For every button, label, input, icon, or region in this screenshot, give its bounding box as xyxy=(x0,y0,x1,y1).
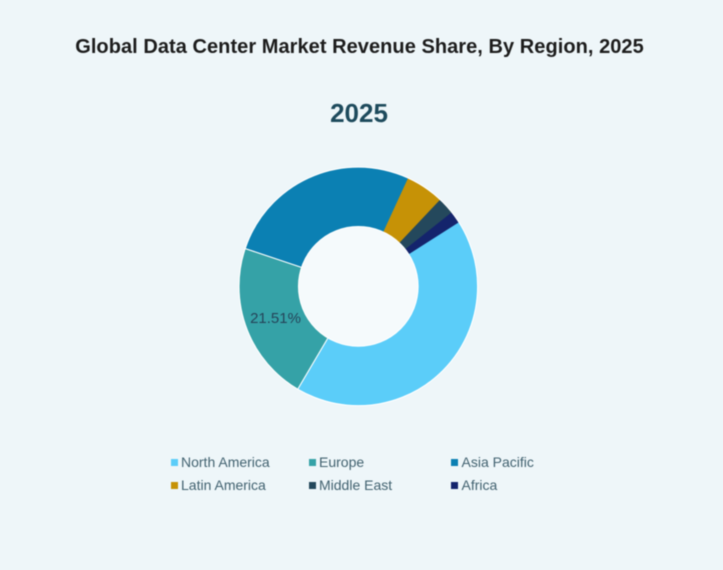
svg-text:21.51%: 21.51% xyxy=(250,310,301,327)
